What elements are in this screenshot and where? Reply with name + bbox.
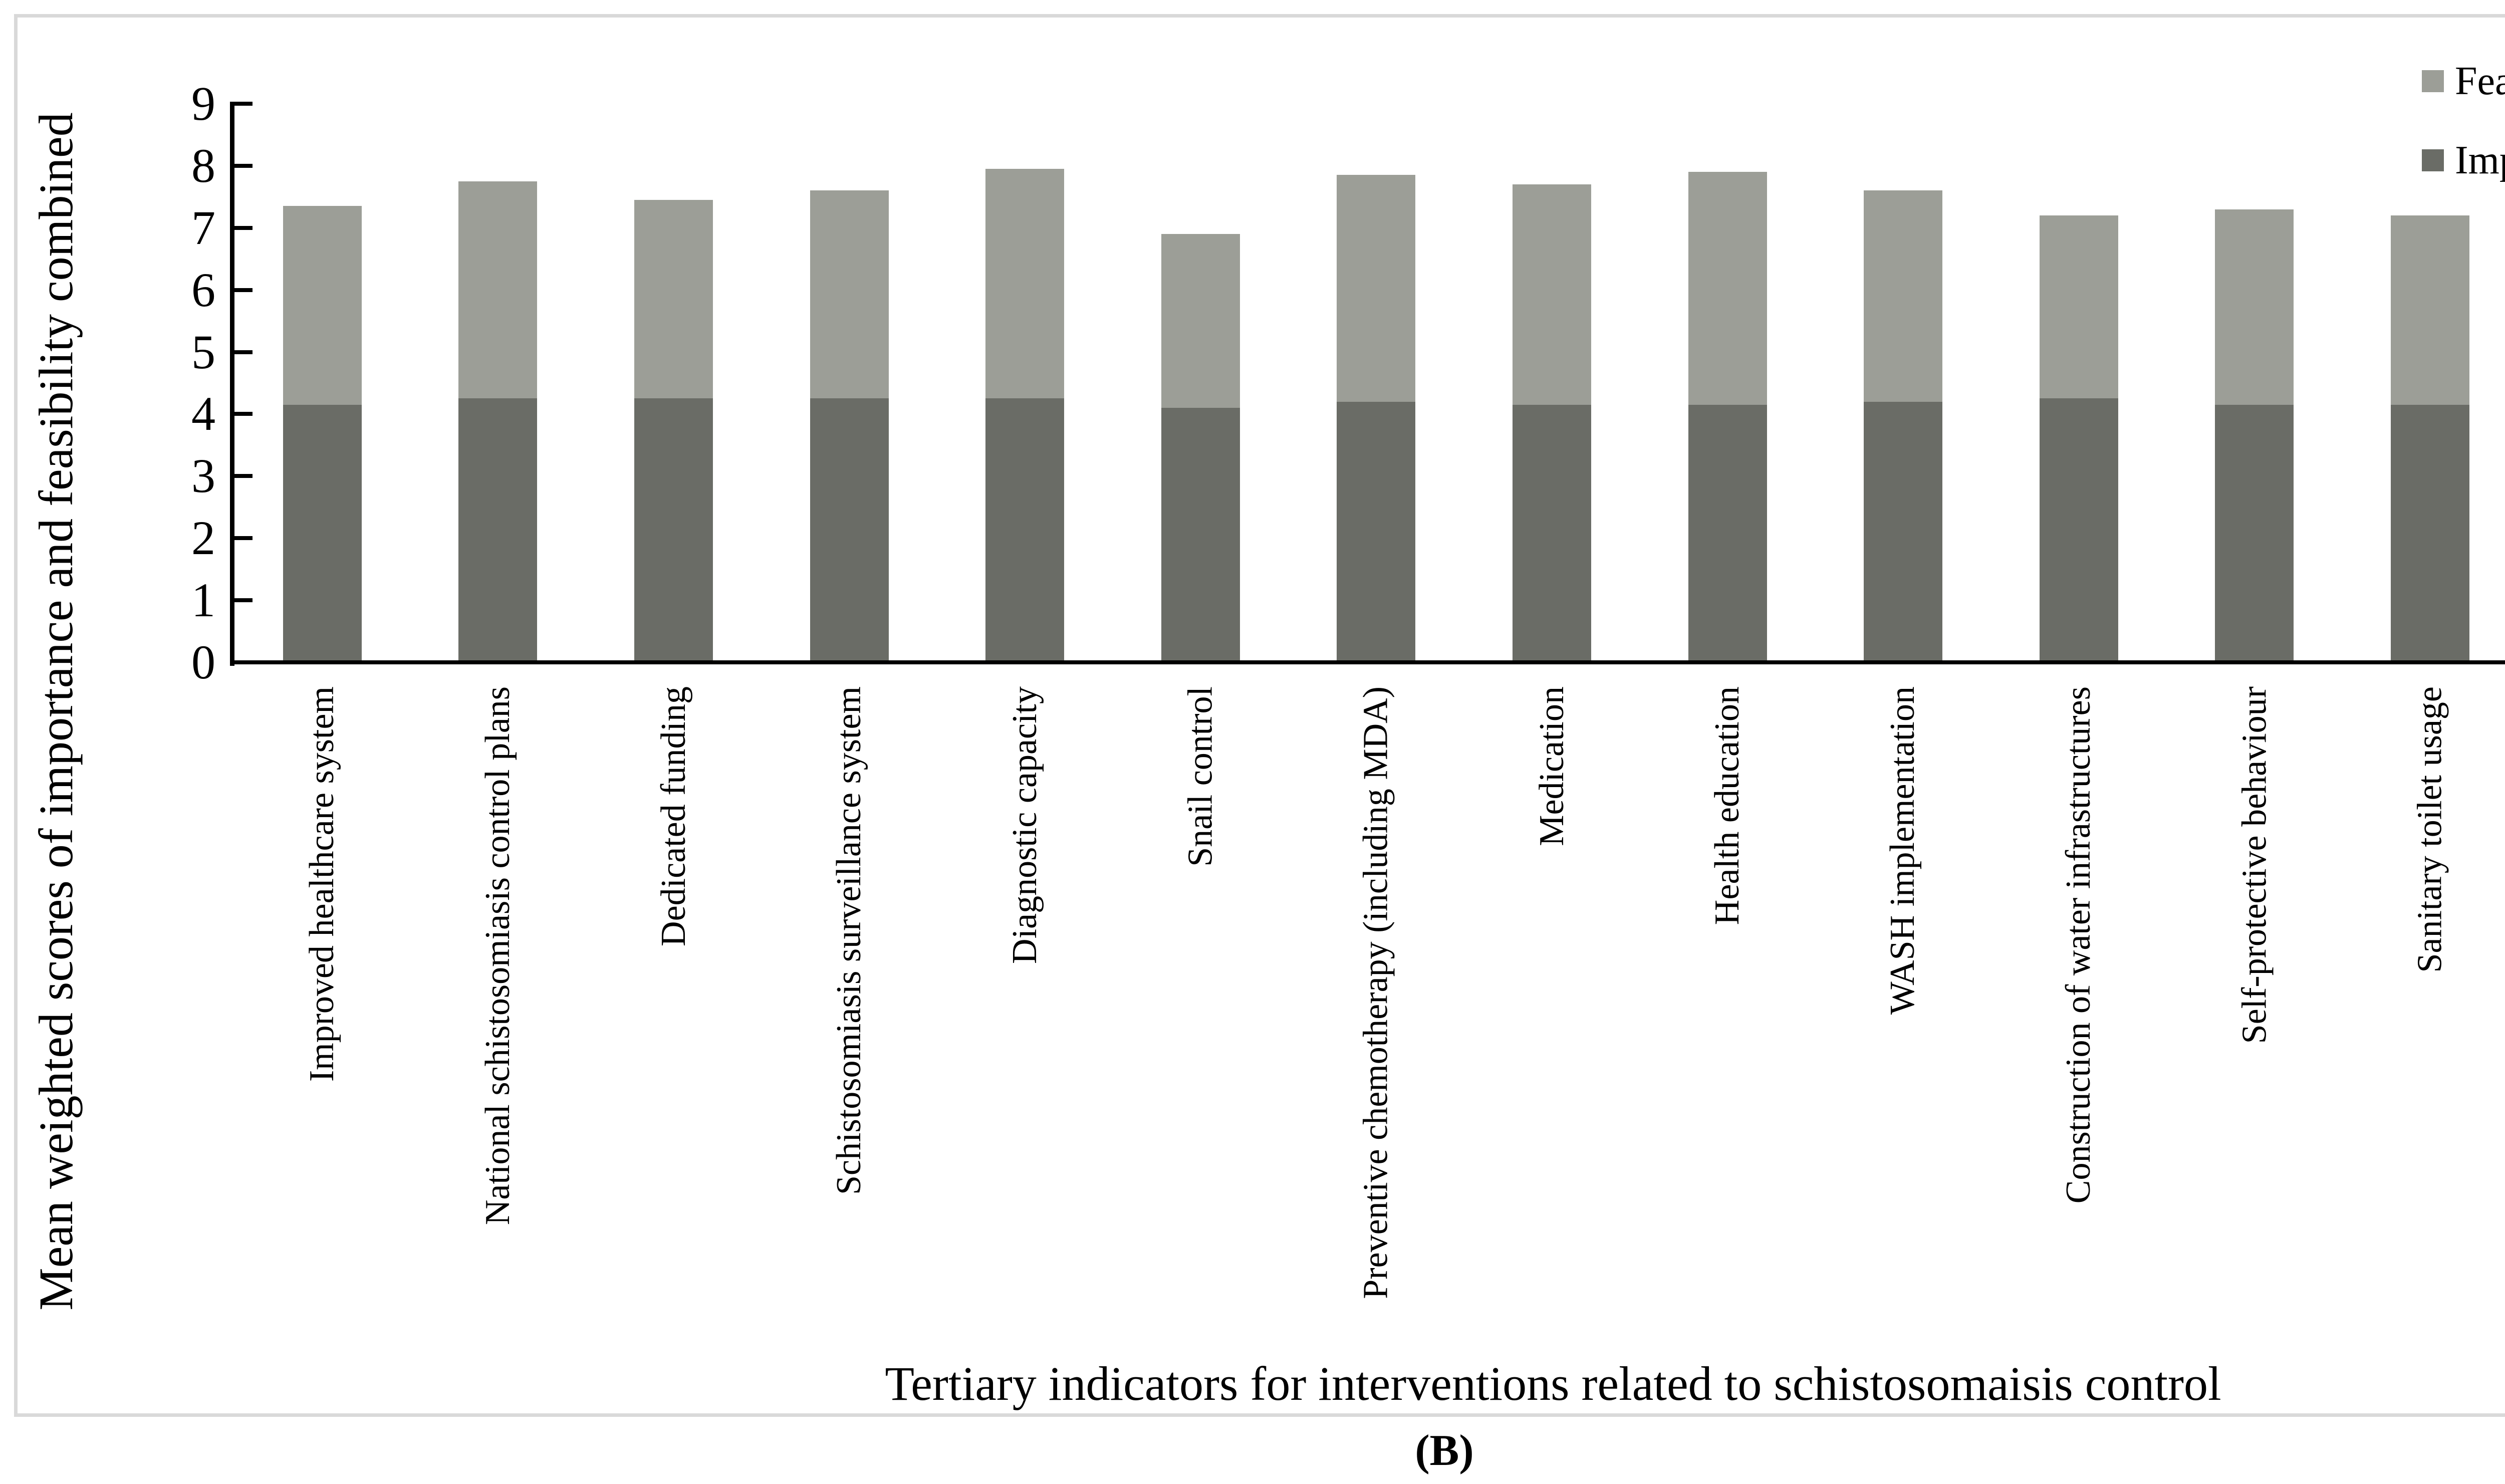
bar-feasibility-segment: [2391, 215, 2469, 405]
bar-feasibility-segment: [1864, 190, 1943, 402]
y-tick: [234, 350, 253, 354]
x-category-label-text: WASH implementation: [1883, 686, 1922, 1015]
bar-feasibility-segment: [1337, 175, 1416, 402]
y-tick-label: 3: [191, 449, 215, 503]
y-tick: [234, 536, 253, 541]
y-tick: [234, 225, 253, 230]
x-category-label-text: Construction of water infrastructures: [2059, 686, 2098, 1204]
legend: Feasibility Importance: [2422, 60, 2505, 181]
bar-importance-segment: [985, 398, 1065, 662]
bar-importance-segment: [2391, 404, 2469, 662]
x-category-label-text: Improved healthcare system: [303, 686, 342, 1082]
x-category-label-text: Snail control: [1181, 686, 1220, 867]
legend-item-feasibility: Feasibility: [2422, 60, 2505, 102]
y-tick-label: 0: [191, 635, 215, 689]
figure-frame: [14, 14, 2505, 1417]
y-tick-label: 8: [191, 138, 215, 192]
y-tick: [234, 474, 253, 478]
x-category-label-text: Sanitary toilet usage: [2410, 686, 2449, 973]
x-axis-line: [230, 660, 2505, 664]
x-category-label-text: Preventive chemotherapy (including MDA): [1356, 686, 1395, 1299]
bar-importance-segment: [2215, 404, 2294, 662]
bar-feasibility-segment: [985, 169, 1065, 399]
bar-importance-segment: [1688, 404, 1767, 662]
bar-feasibility-segment: [1688, 172, 1767, 405]
y-tick: [234, 412, 253, 416]
y-tick: [234, 598, 253, 603]
bar-importance-segment: [1513, 404, 1591, 662]
bar-feasibility-segment: [2215, 209, 2294, 405]
bar-importance-segment: [458, 398, 538, 662]
legend-item-importance: Importance: [2422, 139, 2505, 181]
x-category-label-text: Diagnostic capacity: [1005, 686, 1044, 964]
x-category-label-text: Schistosomiasis surveillance system: [830, 686, 869, 1195]
x-axis-title: Tertiary indicators for interventions re…: [885, 1357, 2221, 1410]
bar-importance-segment: [634, 398, 713, 662]
legend-label: Feasibility: [2455, 59, 2505, 103]
y-tick-label: 1: [191, 573, 215, 627]
x-category-label-text: Self-protective behaviour: [2234, 686, 2274, 1044]
y-tick-label: 5: [191, 325, 215, 379]
bar-importance-segment: [1337, 401, 1416, 662]
panel-label: (B): [1415, 1426, 1474, 1475]
bar-importance-segment: [2039, 398, 2118, 662]
y-tick: [234, 288, 253, 292]
bar-feasibility-segment: [810, 190, 889, 399]
importance-swatch-icon: [2422, 149, 2444, 171]
y-tick: [234, 163, 253, 168]
bar-importance-segment: [1864, 401, 1943, 662]
y-tick-label: 6: [191, 263, 215, 317]
legend-label: Importance: [2455, 138, 2505, 182]
bar-importance-segment: [283, 404, 362, 662]
bar-feasibility-segment: [2039, 215, 2118, 399]
feasibility-swatch-icon: [2422, 70, 2444, 92]
y-tick-label: 2: [191, 511, 215, 565]
y-axis-line: [230, 102, 234, 666]
x-category-label-text: Dedicated funding: [654, 686, 693, 946]
y-tick: [234, 102, 253, 106]
bar-feasibility-segment: [283, 206, 362, 405]
y-tick-label: 9: [191, 77, 215, 130]
y-tick-label: 4: [191, 387, 215, 441]
x-category-label-text: Medication: [1532, 686, 1571, 846]
x-category-label-text: Health education: [1708, 686, 1747, 925]
x-category-label-text: National schistosomiasis control plans: [478, 686, 517, 1225]
bar-feasibility-segment: [1513, 184, 1591, 405]
bar-feasibility-segment: [634, 200, 713, 399]
bar-feasibility-segment: [1161, 234, 1240, 408]
y-tick-label: 7: [191, 200, 215, 255]
bar-feasibility-segment: [458, 181, 538, 399]
bar-importance-segment: [810, 398, 889, 662]
bar-importance-segment: [1161, 408, 1240, 662]
